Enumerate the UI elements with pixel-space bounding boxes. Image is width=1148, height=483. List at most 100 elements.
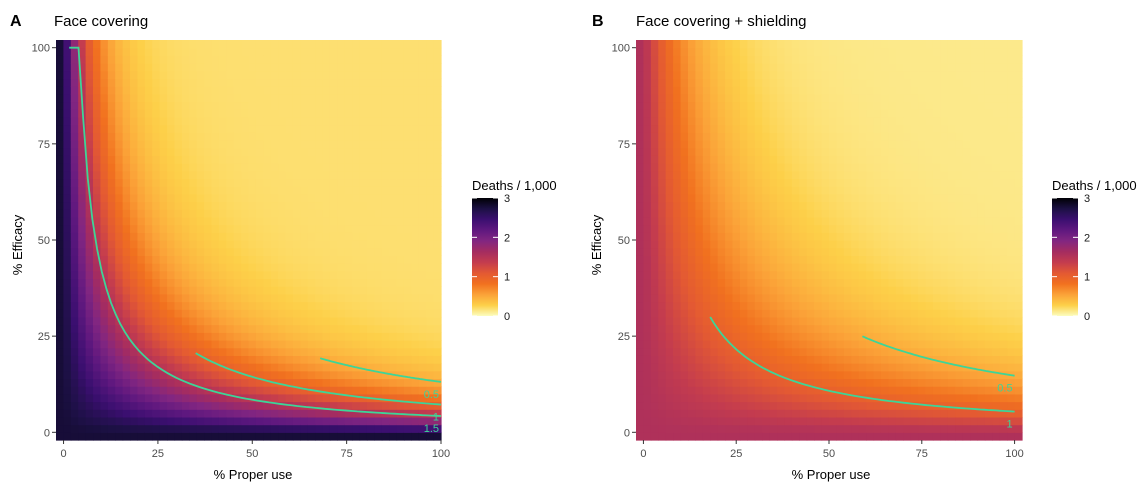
heatmap-cell [910,240,919,249]
heatmap-a [56,40,442,441]
heatmap-cell [754,363,763,372]
heatmap-cell [396,401,405,410]
heatmap-cell [873,301,882,310]
heatmap-cell [821,109,830,118]
heatmap-cell [903,309,912,318]
heatmap-cell [218,47,227,56]
heatmap-cell [665,424,674,433]
heatmap-cell [673,324,682,333]
heatmap-cell [710,293,719,303]
heatmap-cell [263,216,272,226]
heatmap-cell [122,347,131,356]
heatmap-cell [403,255,412,264]
heatmap-cell [204,309,213,318]
heatmap-cell [107,178,116,187]
heatmap-cell [940,55,949,64]
heatmap-cell [932,432,941,441]
heatmap-cell [63,316,72,326]
heatmap-cell [329,170,338,180]
heatmap-cell [374,116,383,126]
heatmap-cell [196,209,205,218]
heatmap-cell [218,332,227,341]
heatmap-cell [732,101,741,110]
heatmap-cell [374,347,383,356]
heatmap-cell [270,370,279,380]
heatmap-cell [189,347,198,356]
heatmap-cell [211,432,220,441]
heatmap-cell [366,255,375,264]
heatmap-cell [791,247,800,256]
heatmap-cell [636,140,645,149]
heatmap-cell [717,363,726,372]
heatmap-cell [255,409,264,418]
heatmap-cell [285,70,294,80]
heatmap-cell [137,86,146,95]
heatmap-cell [403,201,412,210]
heatmap-cell [174,170,183,180]
heatmap-cell [843,332,852,341]
heatmap-cell [643,147,652,156]
heatmap-cell [791,316,800,326]
heatmap-cell [710,378,719,387]
heatmap-cell [866,278,875,287]
heatmap-cell [947,309,956,318]
heatmap-cell [695,378,704,387]
heatmap-cell [411,347,420,356]
heatmap-cell [70,309,79,318]
heatmap-cell [643,193,652,203]
heatmap-cell [636,47,645,56]
heatmap-cell [932,278,941,287]
heatmap-cell [732,401,741,410]
heatmap-cell [270,124,279,133]
heatmap-cell [374,432,383,441]
heatmap-cell [433,40,442,49]
heatmap-cell [270,316,279,326]
heatmap-cell [122,209,131,218]
heatmap-cell [687,186,696,195]
heatmap-cell [710,93,719,103]
heatmap-cell [903,40,912,49]
heatmap-cell [85,224,94,233]
heatmap-cell [829,432,838,441]
heatmap-cell [159,263,168,272]
heatmap-cell [680,70,689,80]
heatmap-cell [843,178,852,187]
heatmap-cell [829,355,838,364]
heatmap-cell [300,116,309,126]
heatmap-cell [381,255,390,264]
heatmap-cell [359,132,368,141]
heatmap-cell [925,378,934,387]
heatmap-cell [873,109,882,118]
heatmap-cell [204,47,213,56]
heatmap-cell [159,247,168,256]
heatmap-cell [791,163,800,172]
heatmap-cell [836,416,845,426]
heatmap-cell [821,178,830,187]
heatmap-cell [806,178,815,187]
heatmap-cell [702,309,711,318]
heatmap-cell [732,247,741,256]
heatmap-cell [78,386,87,395]
heatmap-cell [769,301,778,310]
heatmap-cell [873,255,882,264]
heatmap-cell [799,263,808,272]
heatmap-cell [784,263,793,272]
heatmap-cell [115,332,124,341]
heatmap-cell [702,378,711,387]
heatmap-cell [717,101,726,110]
heatmap-cell [211,393,220,403]
heatmap-cell [270,63,279,72]
heatmap-cell [806,140,815,149]
heatmap-cell [159,224,168,233]
heatmap-cell [702,124,711,133]
heatmap-cell [366,140,375,149]
heatmap-cell [196,240,205,249]
heatmap-cell [352,370,361,380]
heatmap-cell [248,132,257,141]
heatmap-cell [725,193,734,203]
heatmap-cell [754,40,763,49]
heatmap-cell [315,316,324,326]
heatmap-cell [643,386,652,395]
heatmap-cell [791,47,800,56]
heatmap-cell [791,340,800,349]
